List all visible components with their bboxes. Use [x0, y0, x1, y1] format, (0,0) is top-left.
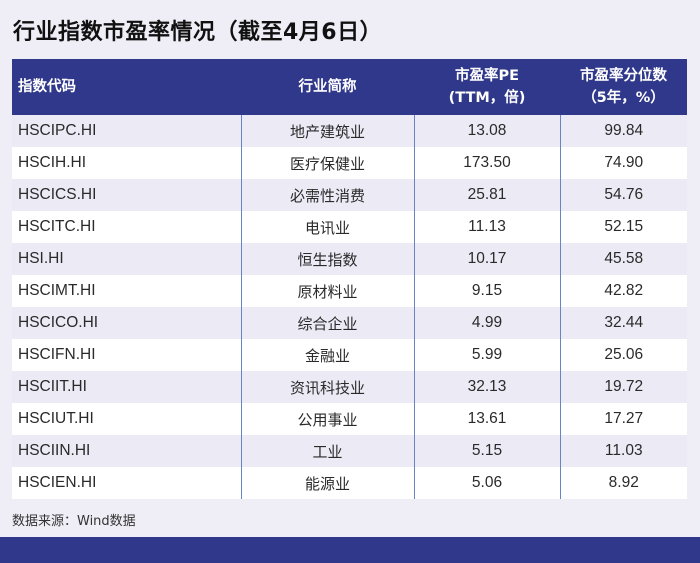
header-pe-percentile: 市盈率分位数 （5年，%）: [560, 59, 687, 115]
pe-percentile-cell: 32.44: [559, 307, 687, 339]
pe-percentile-cell: 42.82: [559, 275, 687, 307]
pe-percentile-cell: 74.90: [559, 147, 687, 179]
pe-value-cell: 11.13: [413, 211, 560, 243]
table-row: HSCIFN.HI 金融业 5.99 25.06: [12, 339, 687, 371]
industry-name-cell: 金融业: [240, 339, 414, 371]
industry-name-cell: 电讯业: [240, 211, 414, 243]
pe-value-cell: 4.99: [413, 307, 560, 339]
index-code-cell: HSCIEN.HI: [12, 467, 241, 499]
pe-value-cell: 173.50: [413, 147, 560, 179]
table-row: HSCIH.HI 医疗保健业 173.50 74.90: [12, 147, 687, 179]
pe-percentile-cell: 45.58: [559, 243, 687, 275]
index-code-cell: HSCITC.HI: [12, 211, 241, 243]
pe-value-cell: 13.61: [413, 403, 560, 435]
header-pe: 市盈率PE (TTM，倍): [414, 59, 560, 115]
pe-table: 指数代码 行业简称 市盈率PE (TTM，倍) 市盈率分位数 （5年，%） HS…: [12, 59, 687, 499]
pe-percentile-cell: 52.15: [559, 211, 687, 243]
index-code-cell: HSCICO.HI: [12, 307, 241, 339]
table-row: HSCIIN.HI 工业 5.15 11.03: [12, 435, 687, 467]
table-row: HSCIMT.HI 原材料业 9.15 42.82: [12, 275, 687, 307]
pe-percentile-cell: 17.27: [559, 403, 687, 435]
index-code-cell: HSCIIN.HI: [12, 435, 241, 467]
pe-value-cell: 32.13: [413, 371, 560, 403]
table-row: HSCIPC.HI 地产建筑业 13.08 99.84: [12, 115, 687, 147]
pe-value-cell: 5.99: [413, 339, 560, 371]
index-code-cell: HSCIMT.HI: [12, 275, 241, 307]
footer-bar: [0, 537, 700, 563]
industry-name-cell: 恒生指数: [240, 243, 414, 275]
table-row: HSCIEN.HI 能源业 5.06 8.92: [12, 467, 687, 499]
table-row: HSI.HI 恒生指数 10.17 45.58: [12, 243, 687, 275]
index-code-cell: HSCIIT.HI: [12, 371, 241, 403]
industry-name-cell: 地产建筑业: [240, 115, 414, 147]
table-row: HSCIIT.HI 资讯科技业 32.13 19.72: [12, 371, 687, 403]
pe-value-cell: 25.81: [413, 179, 560, 211]
pe-value-cell: 5.15: [413, 435, 560, 467]
pe-percentile-cell: 99.84: [559, 115, 687, 147]
industry-name-cell: 资讯科技业: [240, 371, 414, 403]
industry-name-cell: 工业: [240, 435, 414, 467]
table-row: HSCITC.HI 电讯业 11.13 52.15: [12, 211, 687, 243]
pe-value-cell: 5.06: [413, 467, 560, 499]
index-code-cell: HSCIPC.HI: [12, 115, 241, 147]
industry-name-cell: 医疗保健业: [240, 147, 414, 179]
table-row: HSCICO.HI 综合企业 4.99 32.44: [12, 307, 687, 339]
pe-percentile-cell: 8.92: [559, 467, 687, 499]
index-code-cell: HSCIFN.HI: [12, 339, 241, 371]
industry-name-cell: 能源业: [240, 467, 414, 499]
index-code-cell: HSCIUT.HI: [12, 403, 241, 435]
pe-table-container: 指数代码 行业简称 市盈率PE (TTM，倍) 市盈率分位数 （5年，%） HS…: [12, 59, 687, 499]
data-source-note: 数据来源：Wind数据: [12, 514, 136, 529]
index-code-cell: HSI.HI: [12, 243, 241, 275]
pe-percentile-cell: 11.03: [559, 435, 687, 467]
pe-percentile-cell: 19.72: [559, 371, 687, 403]
industry-name-cell: 必需性消费: [240, 179, 414, 211]
industry-name-cell: 原材料业: [240, 275, 414, 307]
industry-name-cell: 综合企业: [240, 307, 414, 339]
index-code-cell: HSCICS.HI: [12, 179, 241, 211]
table-header-row: 指数代码 行业简称 市盈率PE (TTM，倍) 市盈率分位数 （5年，%）: [12, 59, 687, 115]
pe-value-cell: 9.15: [413, 275, 560, 307]
pe-value-cell: 13.08: [413, 115, 560, 147]
table-row: HSCICS.HI 必需性消费 25.81 54.76: [12, 179, 687, 211]
pe-percentile-cell: 25.06: [559, 339, 687, 371]
pe-value-cell: 10.17: [413, 243, 560, 275]
table-row: HSCIUT.HI 公用事业 13.61 17.27: [12, 403, 687, 435]
industry-name-cell: 公用事业: [240, 403, 414, 435]
pe-percentile-cell: 54.76: [559, 179, 687, 211]
page-title: 行业指数市盈率情况（截至4月6日）: [13, 20, 383, 45]
header-index-code: 指数代码: [12, 59, 241, 115]
header-industry-name: 行业简称: [241, 59, 414, 115]
index-code-cell: HSCIH.HI: [12, 147, 241, 179]
